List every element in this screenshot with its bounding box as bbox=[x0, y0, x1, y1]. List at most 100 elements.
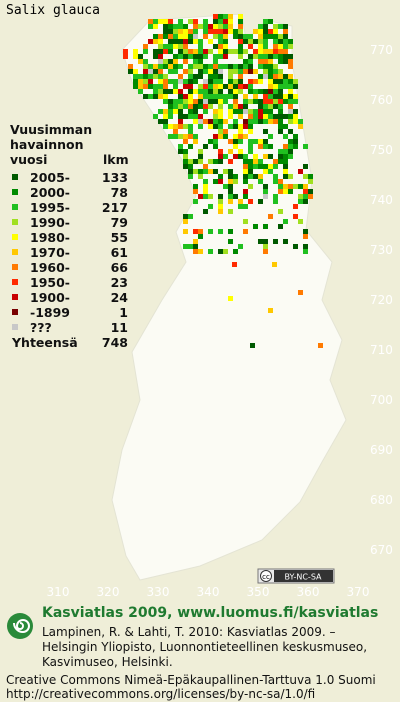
observation-square bbox=[163, 109, 168, 114]
observation-square bbox=[193, 244, 198, 249]
observation-square bbox=[213, 79, 218, 84]
observation-square bbox=[168, 29, 173, 34]
observation-square bbox=[258, 109, 263, 114]
observation-square bbox=[178, 19, 183, 24]
observation-square bbox=[288, 119, 293, 124]
observation-square bbox=[178, 74, 183, 79]
observation-square bbox=[193, 189, 198, 194]
observation-square bbox=[273, 99, 278, 104]
observation-square bbox=[253, 39, 258, 44]
legend-count: 61 bbox=[111, 245, 128, 260]
observation-square bbox=[293, 79, 298, 84]
observation-square bbox=[198, 84, 203, 89]
observation-square bbox=[223, 119, 228, 124]
observation-square bbox=[128, 69, 133, 74]
observation-square bbox=[183, 24, 188, 29]
observation-square bbox=[213, 139, 218, 144]
observation-square bbox=[258, 24, 263, 29]
observation-square bbox=[213, 124, 218, 129]
observation-square bbox=[293, 84, 298, 89]
cc-badge: cc BY-NC-SA bbox=[257, 568, 335, 584]
observation-square bbox=[183, 84, 188, 89]
observation-square bbox=[298, 290, 303, 295]
observation-square bbox=[218, 44, 223, 49]
observation-square bbox=[253, 139, 258, 144]
observation-square bbox=[243, 104, 248, 109]
observation-square bbox=[218, 129, 223, 134]
observation-square bbox=[248, 139, 253, 144]
observation-square bbox=[183, 124, 188, 129]
observation-square bbox=[223, 44, 228, 49]
observation-square bbox=[263, 54, 268, 59]
observation-square bbox=[178, 54, 183, 59]
observation-square bbox=[248, 184, 253, 189]
observation-square bbox=[268, 19, 273, 24]
observation-square bbox=[213, 134, 218, 139]
observation-square bbox=[183, 34, 188, 39]
observation-square bbox=[223, 99, 228, 104]
observation-square bbox=[203, 164, 208, 169]
observation-square bbox=[263, 224, 268, 229]
site-title: Kasviatlas 2009, www.luomus.fi/kasviatla… bbox=[42, 605, 378, 621]
observation-square bbox=[173, 59, 178, 64]
observation-square bbox=[278, 179, 283, 184]
observation-square bbox=[158, 59, 163, 64]
observation-square bbox=[243, 124, 248, 129]
observation-square bbox=[253, 94, 258, 99]
y-grid-label: 690 bbox=[370, 443, 393, 457]
observation-square bbox=[223, 29, 228, 34]
observation-square bbox=[263, 184, 268, 189]
observation-square bbox=[258, 54, 263, 59]
observation-square bbox=[158, 94, 163, 99]
observation-square bbox=[198, 249, 203, 254]
legend-count: 11 bbox=[111, 320, 128, 335]
observation-square bbox=[258, 49, 263, 54]
observation-square bbox=[273, 239, 278, 244]
observation-square bbox=[223, 94, 228, 99]
observation-square bbox=[213, 169, 218, 174]
observation-square bbox=[233, 139, 238, 144]
observation-square bbox=[203, 54, 208, 59]
observation-square bbox=[238, 154, 243, 159]
legend-swatch bbox=[12, 204, 18, 210]
observation-square bbox=[278, 94, 283, 99]
observation-square bbox=[208, 84, 213, 89]
observation-square bbox=[148, 94, 153, 99]
observation-square bbox=[263, 164, 268, 169]
observation-square bbox=[293, 184, 298, 189]
observation-square bbox=[143, 94, 148, 99]
y-grid-label: 700 bbox=[370, 393, 393, 407]
observation-square bbox=[168, 59, 173, 64]
citation: Helsingin Yliopisto, Luonnontieteellinen… bbox=[42, 640, 367, 654]
observation-square bbox=[253, 99, 258, 104]
observation-square bbox=[308, 189, 313, 194]
observation-square bbox=[158, 79, 163, 84]
observation-square bbox=[278, 159, 283, 164]
observation-square bbox=[243, 94, 248, 99]
observation-square bbox=[243, 164, 248, 169]
observation-square bbox=[188, 49, 193, 54]
observation-square bbox=[203, 184, 208, 189]
legend-total: 748 bbox=[102, 335, 128, 350]
observation-square bbox=[183, 44, 188, 49]
legend-label: -1899 bbox=[30, 305, 70, 320]
observation-square bbox=[228, 64, 233, 69]
observation-square bbox=[218, 179, 223, 184]
x-grid-label: 370 bbox=[347, 585, 370, 599]
observation-square bbox=[228, 174, 233, 179]
observation-square bbox=[218, 209, 223, 214]
observation-square bbox=[238, 114, 243, 119]
x-grid-label: 330 bbox=[147, 585, 170, 599]
observation-square bbox=[193, 104, 198, 109]
observation-square bbox=[208, 64, 213, 69]
legend-heading: havainnon bbox=[10, 137, 84, 152]
observation-square bbox=[238, 139, 243, 144]
observation-square bbox=[193, 29, 198, 34]
observation-square bbox=[178, 39, 183, 44]
observation-square bbox=[278, 129, 283, 134]
observation-square bbox=[278, 24, 283, 29]
observation-square bbox=[153, 64, 158, 69]
observation-square bbox=[213, 119, 218, 124]
legend-label: 2000- bbox=[30, 185, 70, 200]
observation-square bbox=[203, 189, 208, 194]
